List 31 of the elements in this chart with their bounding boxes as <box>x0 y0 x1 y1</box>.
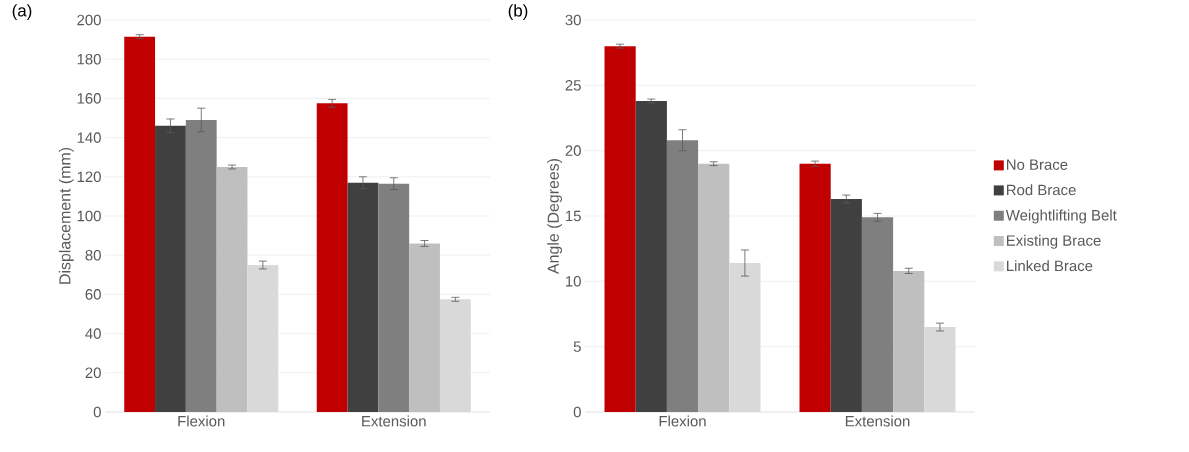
legend-label: Weightlifting Belt <box>1005 209 1117 224</box>
legend-label: Rod Brace <box>1007 184 1076 196</box>
legend-label: Linked Brace <box>1007 260 1093 272</box>
x-tick-label: Flexion <box>659 415 706 427</box>
legend-label: No Brace <box>1007 159 1068 170</box>
y-tick-label: 60 <box>85 289 101 300</box>
y-tick-label: 15 <box>566 210 581 222</box>
x-tick-label: Extension <box>362 415 426 427</box>
y-tick-label: 180 <box>77 53 101 65</box>
y-tick-label: 20 <box>85 367 101 379</box>
y-tick-label: 20 <box>565 145 581 156</box>
chart-title: (a) <box>12 4 32 20</box>
y-tick-label: 80 <box>85 249 101 261</box>
chart-title: (b) <box>508 4 528 20</box>
y-tick-label: 10 <box>566 276 581 287</box>
y-axis-title: Displacement (mm) <box>58 147 74 284</box>
y-tick-label: 30 <box>565 14 581 26</box>
y-tick-label: 120 <box>77 171 101 183</box>
y-tick-label: 5 <box>573 341 581 352</box>
y-tick-label: 160 <box>77 93 101 104</box>
legend-label: Existing Brace <box>1007 234 1101 249</box>
x-tick-label: Flexion <box>178 415 225 427</box>
y-tick-label: 0 <box>573 406 581 418</box>
y-tick-label: 140 <box>77 132 101 143</box>
y-tick-label: 25 <box>565 80 581 91</box>
y-tick-label: 40 <box>85 328 101 339</box>
y-axis-title: Angle (Degrees) <box>547 159 563 274</box>
y-tick-label: 100 <box>77 210 101 222</box>
y-tick-label: 200 <box>77 14 101 26</box>
x-tick-label: Extension <box>845 415 910 427</box>
y-tick-label: 0 <box>93 406 101 418</box>
